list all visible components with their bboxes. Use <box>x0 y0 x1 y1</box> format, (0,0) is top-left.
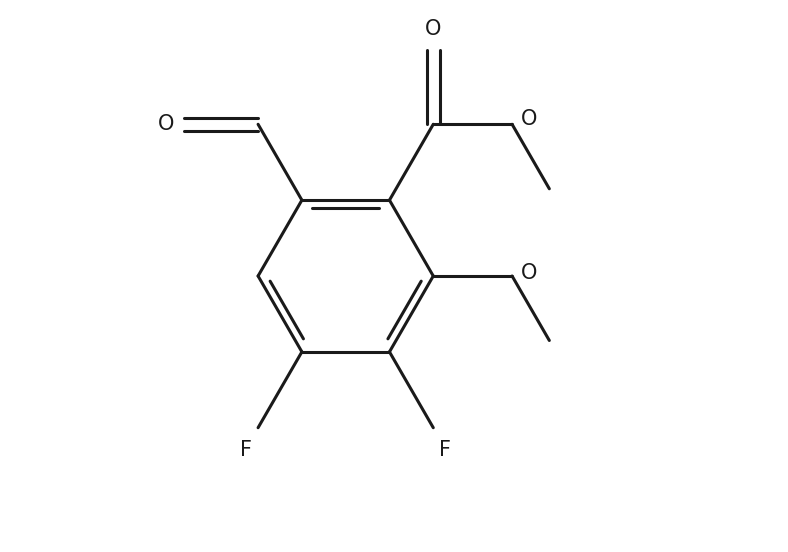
Text: O: O <box>521 109 537 130</box>
Text: F: F <box>439 440 452 460</box>
Text: F: F <box>240 440 252 460</box>
Text: O: O <box>521 263 537 283</box>
Text: O: O <box>425 19 441 39</box>
Text: O: O <box>158 114 175 134</box>
